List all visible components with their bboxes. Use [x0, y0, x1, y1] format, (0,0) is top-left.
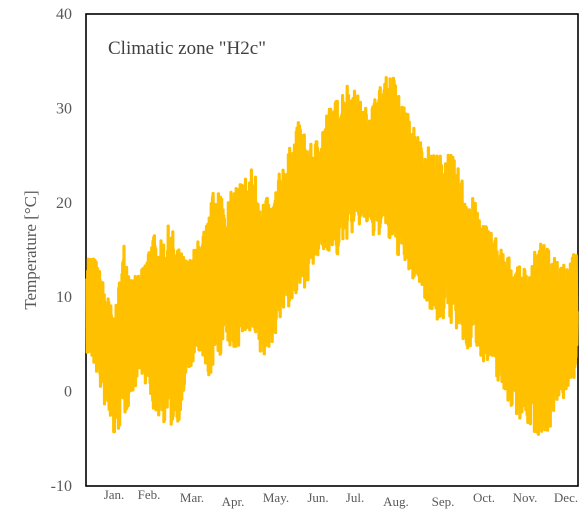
y-tick-label: 40 [56, 6, 72, 23]
x-tick-label: Dec. [554, 490, 578, 505]
x-axis-ticks: Jan. Feb. Mar. Apr. May. Jun. Jul. Aug. Sep. Oct.… [104, 487, 578, 509]
y-tick-label: 20 [56, 195, 72, 212]
chart-title: Climatic zone "H2c" [108, 38, 266, 59]
y-axis-title: Temperature [°C] [21, 190, 40, 309]
x-tick-label: Apr. [222, 494, 245, 509]
x-tick-label: Jun. [307, 490, 328, 505]
x-tick-label: Nov. [513, 490, 538, 505]
x-tick-label: Mar. [180, 490, 204, 505]
x-tick-label: Sep. [432, 494, 455, 509]
x-tick-label: Jul. [346, 490, 364, 505]
x-tick-label: Jan. [104, 487, 125, 502]
x-tick-label: May. [263, 490, 289, 505]
x-tick-label: Aug. [383, 494, 409, 509]
y-tick-label: 0 [64, 384, 72, 401]
y-axis-ticks: -10 0 10 20 30 40 [51, 6, 72, 495]
y-tick-label: 30 [56, 100, 72, 117]
y-tick-label: -10 [51, 478, 72, 495]
y-tick-label: 10 [56, 289, 72, 306]
x-tick-label: Feb. [138, 487, 161, 502]
x-tick-label: Oct. [473, 490, 495, 505]
